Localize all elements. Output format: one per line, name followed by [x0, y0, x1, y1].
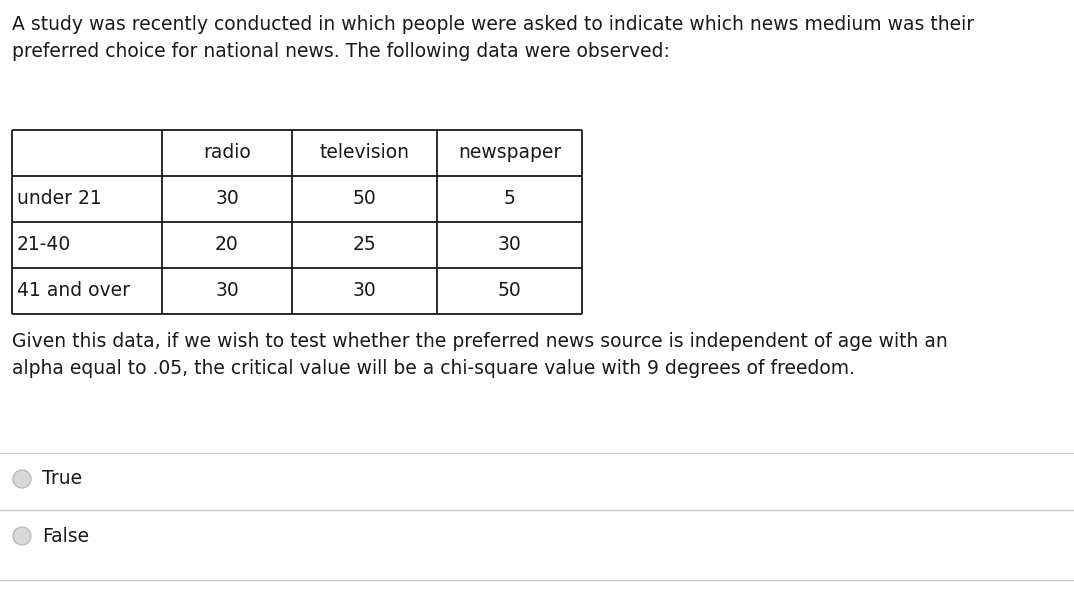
Text: 20: 20	[215, 236, 238, 255]
Text: under 21: under 21	[17, 190, 102, 208]
Text: A study was recently conducted in which people were asked to indicate which news: A study was recently conducted in which …	[12, 15, 974, 61]
Text: False: False	[42, 527, 89, 545]
Text: 30: 30	[215, 282, 238, 301]
Text: Given this data, if we wish to test whether the preferred news source is indepen: Given this data, if we wish to test whet…	[12, 332, 947, 378]
Text: newspaper: newspaper	[458, 144, 561, 162]
Text: 30: 30	[215, 190, 238, 208]
Text: 30: 30	[497, 236, 521, 255]
Circle shape	[13, 527, 31, 545]
Text: 30: 30	[352, 282, 376, 301]
Text: 41 and over: 41 and over	[17, 282, 130, 301]
Circle shape	[13, 470, 31, 488]
Text: 5: 5	[504, 190, 516, 208]
Text: 50: 50	[497, 282, 521, 301]
Text: radio: radio	[203, 144, 251, 162]
Text: 50: 50	[352, 190, 376, 208]
Text: television: television	[319, 144, 409, 162]
Text: 25: 25	[352, 236, 376, 255]
Text: 21-40: 21-40	[17, 236, 71, 255]
Text: True: True	[42, 470, 82, 488]
